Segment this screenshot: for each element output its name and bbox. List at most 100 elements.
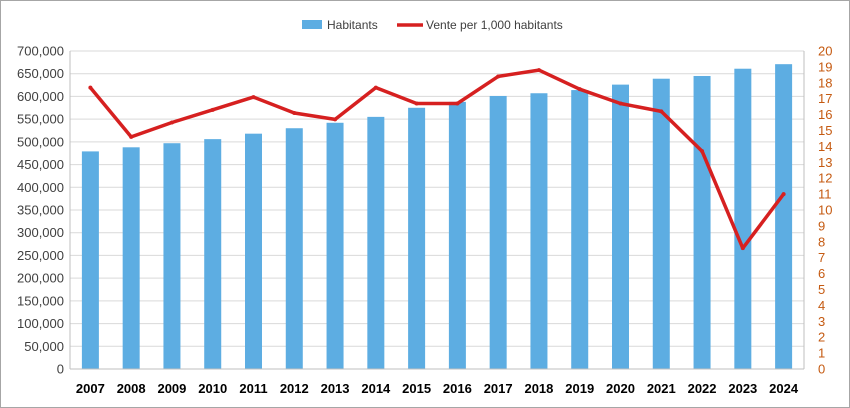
y2-tick-label: 12 xyxy=(818,171,832,186)
line-point xyxy=(373,85,378,90)
x-tick-label: 2011 xyxy=(239,381,267,396)
bar[interactable] xyxy=(204,139,222,369)
bar[interactable] xyxy=(489,95,507,369)
line-point xyxy=(536,68,541,73)
x-tick-label: 2008 xyxy=(117,381,146,396)
bar[interactable] xyxy=(693,75,711,369)
y-tick-label: 250,000 xyxy=(17,248,64,263)
bar[interactable] xyxy=(367,116,385,369)
y2-tick-label: 1 xyxy=(818,346,825,361)
line-point xyxy=(169,120,174,125)
gridlines xyxy=(70,50,804,347)
bar[interactable] xyxy=(408,107,426,370)
line-point xyxy=(292,111,297,116)
y2-tick-label: 11 xyxy=(818,187,832,202)
bar[interactable] xyxy=(734,68,752,370)
y2-tick-label: 8 xyxy=(818,234,825,249)
x-tick-label: 2012 xyxy=(280,381,309,396)
line-point xyxy=(251,95,256,100)
y-tick-label: 300,000 xyxy=(17,225,64,240)
legend-label-habitants: Habitants xyxy=(327,18,378,32)
x-tick-label: 2022 xyxy=(688,381,717,396)
line-point xyxy=(414,101,419,106)
y-tick-label: 200,000 xyxy=(17,271,64,286)
axes: 0 50,000 100,000 150,000 200,000 250,000 300,0… xyxy=(17,44,832,397)
line-point xyxy=(618,101,623,106)
y2-tick-label: 10 xyxy=(818,203,832,218)
line-point xyxy=(700,149,705,154)
bar[interactable] xyxy=(571,90,589,369)
line-series xyxy=(88,68,786,251)
legend-label-vente: Vente per 1,000 habitants xyxy=(426,18,563,32)
line-point xyxy=(740,246,745,251)
y2-tick-label: 17 xyxy=(818,91,832,106)
y-tick-label: 0 xyxy=(57,362,64,377)
x-tick-label: 2015 xyxy=(402,381,431,396)
y2-tick-label: 2 xyxy=(818,330,825,345)
y2-tick-label: 18 xyxy=(818,75,832,90)
y-tick-label: 150,000 xyxy=(17,293,64,308)
bar[interactable] xyxy=(285,128,303,369)
bar-series xyxy=(81,64,793,370)
y2-tick-label: 9 xyxy=(818,218,825,233)
y2-tick-label: 14 xyxy=(818,139,832,154)
y-tick-label: 500,000 xyxy=(17,134,64,149)
y-tick-label: 50,000 xyxy=(24,339,64,354)
x-tick-label: 2016 xyxy=(443,381,472,396)
y2-tick-label: 19 xyxy=(818,59,832,74)
line-point xyxy=(496,74,501,79)
bar[interactable] xyxy=(122,147,140,369)
y-tick-label: 700,000 xyxy=(17,44,64,59)
x-tick-label: 2023 xyxy=(728,381,757,396)
x-tick-label: 2017 xyxy=(484,381,513,396)
bar[interactable] xyxy=(448,101,466,369)
line-point xyxy=(577,87,582,92)
x-tick-label: 2010 xyxy=(198,381,227,396)
y2-tick-label: 4 xyxy=(818,298,825,313)
bar[interactable] xyxy=(81,151,99,369)
line-point xyxy=(781,192,786,197)
y-tick-label: 650,000 xyxy=(17,66,64,81)
y2-tick-label: 20 xyxy=(818,44,832,59)
x-tick-label: 2014 xyxy=(361,381,391,396)
y2-tick-label: 5 xyxy=(818,282,825,297)
y2-tick-label: 15 xyxy=(818,123,832,138)
y2-tick-label: 0 xyxy=(818,362,825,377)
bar[interactable] xyxy=(530,93,548,370)
y-tick-label: 450,000 xyxy=(17,157,64,172)
y2-tick-label: 6 xyxy=(818,266,825,281)
x-tick-label: 2007 xyxy=(76,381,105,396)
y-tick-label: 550,000 xyxy=(17,112,64,127)
bar[interactable] xyxy=(163,143,181,369)
y-tick-label: 600,000 xyxy=(17,89,64,104)
line-point xyxy=(659,109,664,114)
y-tick-label: 350,000 xyxy=(17,203,64,218)
x-tick-label: 2021 xyxy=(647,381,676,396)
x-tick-label: 2020 xyxy=(606,381,635,396)
x-tick-label: 2009 xyxy=(157,381,186,396)
series-line[interactable] xyxy=(88,68,786,250)
line-point xyxy=(210,107,215,112)
y2-tick-label: 7 xyxy=(818,250,825,265)
bar[interactable] xyxy=(612,84,629,370)
bar[interactable] xyxy=(326,122,344,369)
line-point xyxy=(129,134,134,139)
bar[interactable] xyxy=(775,64,793,369)
x-tick-label: 2019 xyxy=(565,381,594,396)
bar[interactable] xyxy=(245,133,262,369)
line-point xyxy=(88,85,93,90)
x-tick-label: 2013 xyxy=(321,381,350,396)
legend[interactable]: Habitants Vente per 1,000 habitants xyxy=(302,18,563,32)
line-point xyxy=(455,101,460,106)
y2-tick-label: 13 xyxy=(818,155,832,170)
y-tick-label: 100,000 xyxy=(17,316,64,331)
y2-tick-label: 16 xyxy=(818,107,832,122)
x-tick-label: 2024 xyxy=(769,381,799,396)
y2-tick-label: 3 xyxy=(818,314,825,329)
line-point xyxy=(333,117,338,122)
legend-swatch-habitants xyxy=(302,20,322,29)
bar[interactable] xyxy=(652,78,670,369)
x-tick-label: 2018 xyxy=(524,381,553,396)
y-tick-label: 400,000 xyxy=(17,180,64,195)
